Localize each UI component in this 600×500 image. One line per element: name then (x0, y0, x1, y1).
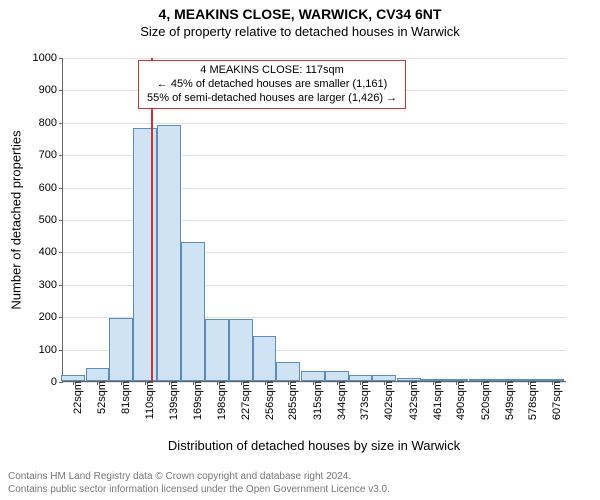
x-axis-label: Distribution of detached houses by size … (168, 438, 460, 453)
x-tick-label: 432sqm (406, 381, 420, 420)
y-tick-label: 800 (39, 117, 63, 129)
x-tick-label: 139sqm (166, 381, 180, 420)
y-axis-label: Number of detached properties (9, 130, 24, 309)
y-tick-label: 400 (39, 246, 63, 258)
callout-line-3: 55% of semi-detached houses are larger (… (147, 92, 397, 106)
x-tick-label: 402sqm (381, 381, 395, 420)
footer-line-1: Contains HM Land Registry data © Crown c… (8, 471, 390, 484)
x-tick-label: 198sqm (214, 381, 228, 420)
y-tick-label: 600 (39, 182, 63, 194)
x-tick-label: 110sqm (142, 381, 156, 419)
property-callout: 4 MEAKINS CLOSE: 117sqm← 45% of detached… (138, 60, 406, 109)
histogram-bar (325, 371, 349, 381)
x-tick-label: 256sqm (262, 381, 276, 420)
y-tick-label: 700 (39, 149, 63, 161)
x-tick-label: 227sqm (238, 381, 252, 420)
y-tick-label: 1000 (33, 52, 63, 64)
x-tick-label: 607sqm (549, 381, 563, 420)
y-tick-label: 100 (39, 344, 63, 356)
y-tick-label: 300 (39, 279, 63, 291)
x-tick-label: 81sqm (118, 381, 132, 414)
y-tick-label: 500 (39, 214, 63, 226)
histogram-bar (157, 125, 181, 381)
x-tick-label: 285sqm (285, 381, 299, 420)
x-tick-label: 344sqm (334, 381, 348, 420)
histogram-bar (301, 371, 325, 381)
histogram-bar (109, 318, 133, 381)
gridline (63, 123, 566, 124)
histogram-bar (181, 242, 205, 381)
x-tick-label: 373sqm (357, 381, 371, 420)
histogram-bar (253, 336, 277, 381)
x-tick-label: 52sqm (94, 381, 108, 414)
x-tick-label: 169sqm (190, 381, 204, 420)
x-tick-label: 22sqm (70, 381, 84, 414)
y-tick-label: 200 (39, 311, 63, 323)
x-tick-label: 461sqm (430, 381, 444, 420)
gridline (63, 58, 566, 59)
callout-line-1: 4 MEAKINS CLOSE: 117sqm (147, 64, 397, 78)
x-tick-label: 490sqm (453, 381, 467, 420)
x-tick-label: 520sqm (478, 381, 492, 420)
histogram-bar (86, 368, 110, 381)
histogram-bar (205, 319, 229, 381)
footer-line-2: Contains public sector information licen… (8, 484, 390, 497)
callout-line-2: ← 45% of detached houses are smaller (1,… (147, 78, 397, 92)
x-tick-label: 578sqm (525, 381, 539, 420)
histogram-bar (276, 362, 300, 381)
histogram-bar (229, 319, 253, 381)
x-tick-label: 549sqm (502, 381, 516, 420)
histogram-bar (133, 128, 157, 381)
histogram-chart: 0100200300400500600700800900100022sqm52s… (0, 0, 600, 500)
x-tick-label: 315sqm (310, 381, 324, 420)
y-tick-label: 900 (39, 84, 63, 96)
footer-attribution: Contains HM Land Registry data © Crown c… (8, 471, 390, 496)
plot-area: 0100200300400500600700800900100022sqm52s… (62, 58, 566, 382)
